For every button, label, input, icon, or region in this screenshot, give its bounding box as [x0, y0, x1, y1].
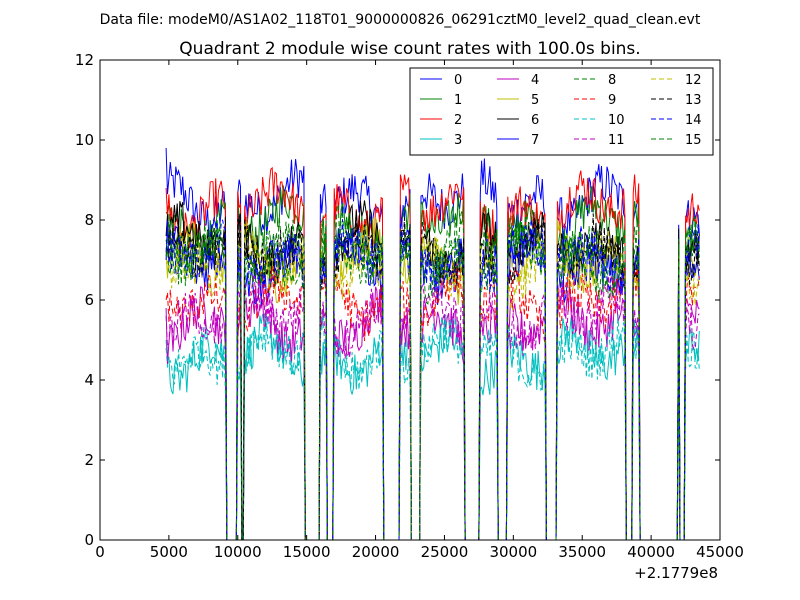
y-tick-label: 8 — [84, 211, 94, 229]
chart-suptitle: Data file: modeM0/AS1A02_118T01_90000008… — [100, 12, 701, 28]
x-tick-label: 25000 — [421, 543, 469, 561]
legend-label-13: 13 — [685, 93, 702, 108]
legend-label-1: 1 — [454, 93, 462, 108]
x-tick-label: 35000 — [558, 543, 606, 561]
series-line-14 — [165, 216, 700, 540]
chart-title: Quadrant 2 module wise count rates with … — [179, 39, 640, 59]
legend-label-8: 8 — [608, 73, 616, 88]
plot-lines — [165, 147, 700, 540]
y-tick-label: 2 — [84, 451, 94, 469]
legend-label-11: 11 — [608, 133, 625, 148]
x-offset-label: +2.1779e8 — [634, 564, 718, 582]
legend-label-9: 9 — [608, 93, 616, 108]
legend-label-10: 10 — [608, 113, 625, 128]
legend-label-0: 0 — [454, 73, 462, 88]
x-tick-label: 30000 — [489, 543, 537, 561]
legend-label-14: 14 — [685, 113, 702, 128]
x-tick-label: 40000 — [627, 543, 675, 561]
x-tick-label: 10000 — [214, 543, 262, 561]
x-tick-label: 0 — [95, 543, 105, 561]
series-line-3 — [165, 313, 700, 540]
legend-label-2: 2 — [454, 113, 462, 128]
legend-label-5: 5 — [531, 93, 539, 108]
x-tick-label: 20000 — [352, 543, 400, 561]
series-line-0 — [165, 147, 700, 540]
legend-label-7: 7 — [531, 133, 539, 148]
legend-label-4: 4 — [531, 73, 539, 88]
series-line-15 — [165, 216, 700, 540]
legend-label-6: 6 — [531, 113, 539, 128]
ticks: 0 5000 10000 15000 20000 25000 30000 35000 40000… — [75, 51, 744, 561]
y-tick-label: 4 — [84, 371, 94, 389]
y-tick-label: 0 — [84, 531, 94, 549]
y-tick-label: 10 — [75, 131, 94, 149]
x-tick-label: 5000 — [150, 543, 188, 561]
series-line-13 — [165, 212, 700, 540]
y-tick-label: 6 — [84, 291, 94, 309]
series-line-4 — [165, 279, 700, 540]
y-tick-label: 12 — [75, 51, 94, 69]
legend-label-3: 3 — [454, 133, 462, 148]
series-line-10 — [165, 314, 700, 540]
legend-label-12: 12 — [685, 73, 702, 88]
x-tick-label: 15000 — [283, 543, 331, 561]
x-tick-label: 45000 — [696, 543, 744, 561]
series-line-12 — [165, 223, 700, 540]
legend-label-15: 15 — [685, 133, 702, 148]
legend-box — [409, 67, 714, 156]
series-line-2 — [165, 166, 700, 540]
